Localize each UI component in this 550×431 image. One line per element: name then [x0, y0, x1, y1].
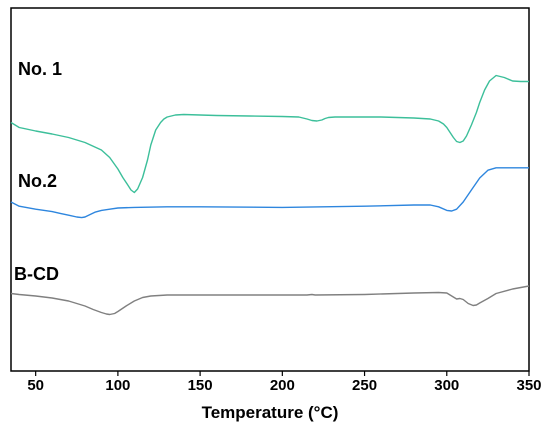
series-line-1 — [10, 74, 529, 194]
series-label-no1: No. 1 — [18, 59, 62, 79]
x-axis-title: Temperature (°C) — [202, 403, 339, 422]
x-tick-label: 50 — [27, 377, 44, 394]
series-label-layer: No. 1 No.2 B-CD — [14, 59, 62, 284]
x-tick-layer: 50 100 150 200 250 300 350 — [27, 371, 542, 394]
series-label-no2: No.2 — [18, 171, 57, 191]
series-line-2 — [10, 167, 529, 219]
x-tick-label: 150 — [188, 377, 213, 394]
series-layer — [10, 74, 530, 316]
x-tick-label: 250 — [352, 377, 377, 394]
x-tick-label: 300 — [434, 377, 459, 394]
x-tick-label: 200 — [270, 377, 295, 394]
series-line-3 — [10, 285, 530, 316]
x-tick-label: 100 — [105, 377, 130, 394]
series-label-bcd: B-CD — [14, 264, 59, 284]
plot-frame — [10, 7, 530, 372]
x-tick-label: 350 — [516, 377, 541, 394]
